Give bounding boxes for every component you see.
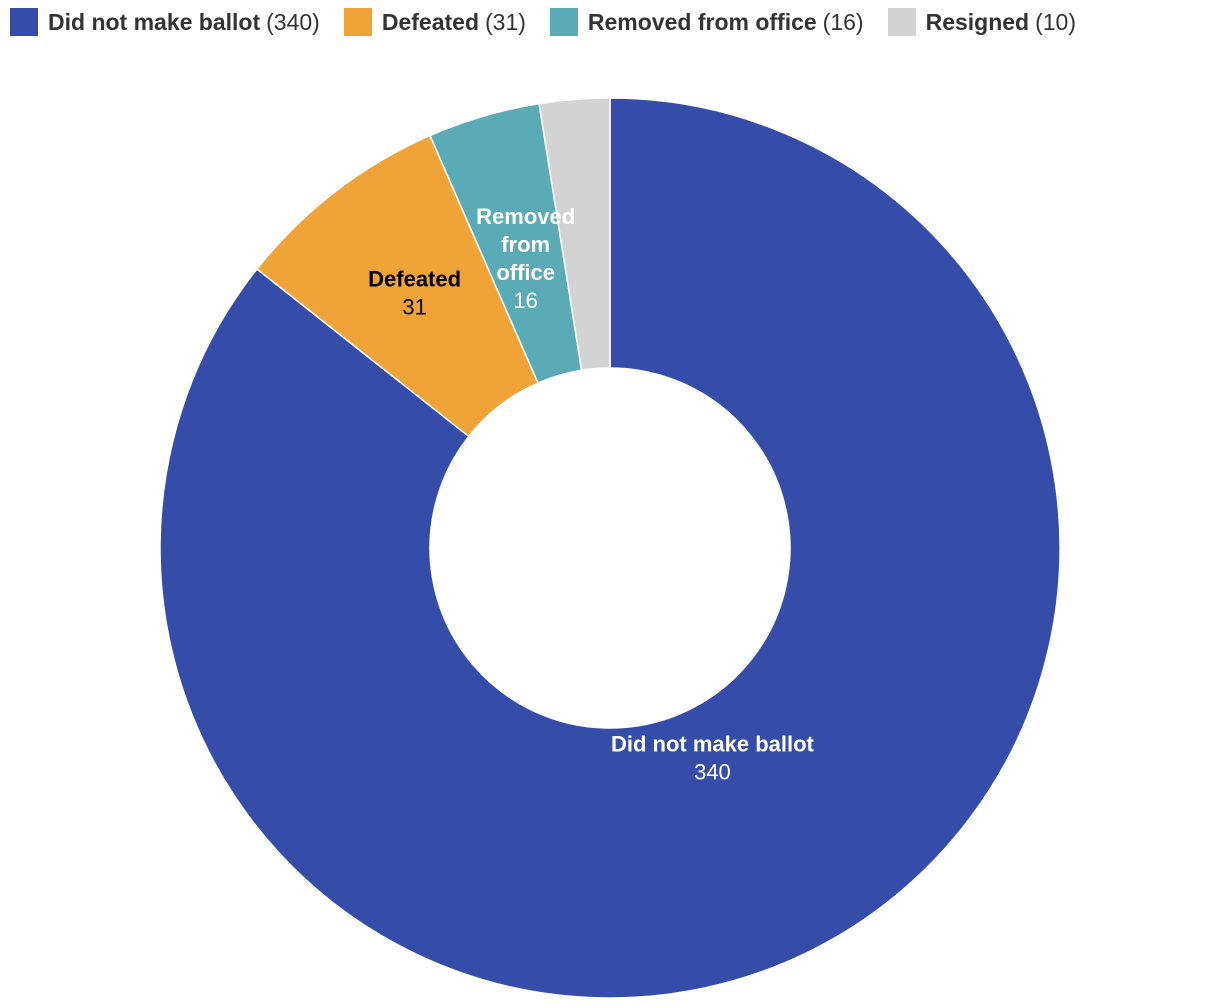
slice-label-name: Did not make ballot <box>611 731 815 756</box>
slice-label-removed-from-office: Removed from office 16 <box>476 204 575 313</box>
slice-label-name: Defeated <box>368 266 461 291</box>
chart-legend: Did not make ballot (340) Defeated (31) … <box>10 8 1076 36</box>
legend-count: (16) <box>822 8 864 35</box>
slice-defeated[interactable] <box>255 134 539 438</box>
slice-label-name: Removed <box>476 204 575 229</box>
slice-label-value: 16 <box>513 288 537 313</box>
slice-label-value: 31 <box>402 294 426 319</box>
legend-swatch <box>10 8 38 36</box>
slice-label-value: 340 <box>694 759 731 784</box>
legend-label: Did not make ballot <box>48 8 261 35</box>
legend-count: (340) <box>266 8 320 35</box>
slice-did-not-make-ballot[interactable] <box>159 97 1061 999</box>
slice-label-name: from <box>501 232 550 257</box>
slice-label-did-not-make-ballot: Did not make ballot 340 <box>611 731 815 784</box>
legend-item-did-not-make-ballot[interactable]: Did not make ballot (340) <box>10 8 320 36</box>
slice-label-defeated: Defeated 31 <box>368 266 461 319</box>
legend-item-defeated[interactable]: Defeated (31) <box>343 8 526 36</box>
slice-label-name: office <box>496 260 555 285</box>
legend-item-resigned[interactable]: Resigned (10) <box>887 8 1077 36</box>
slice-resigned[interactable] <box>538 97 611 372</box>
legend-count: (10) <box>1035 8 1077 35</box>
legend-swatch <box>343 8 372 36</box>
legend-item-removed-from-office[interactable]: Removed from office (16) <box>549 8 864 36</box>
legend-label: Resigned <box>925 8 1030 35</box>
legend-label: Removed from office <box>587 8 817 35</box>
legend-label: Defeated <box>381 8 479 35</box>
legend-swatch <box>549 8 578 36</box>
legend-count: (31) <box>485 8 526 35</box>
legend-swatch <box>887 8 916 36</box>
